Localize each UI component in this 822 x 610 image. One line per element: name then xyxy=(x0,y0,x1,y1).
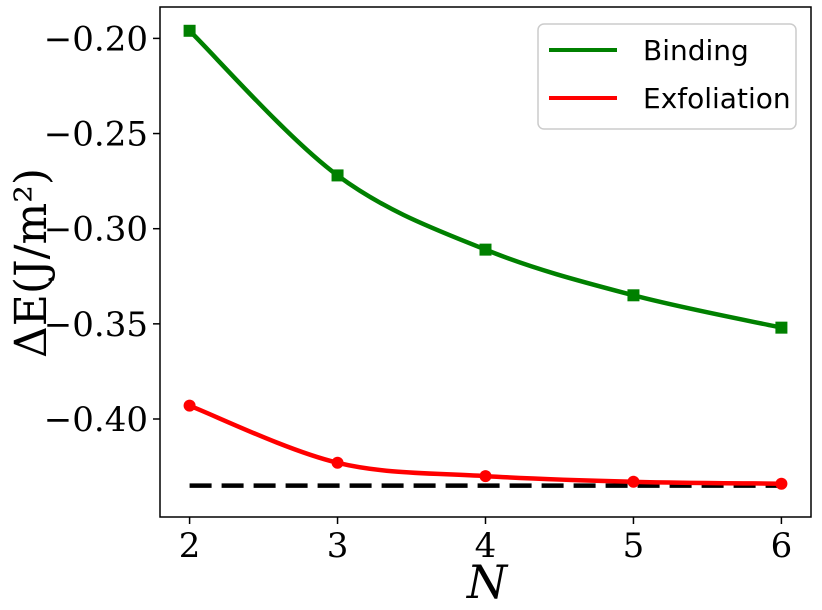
y-tick-label: −0.30 xyxy=(44,210,148,250)
legend-label-binding: Binding xyxy=(643,34,749,67)
x-tick-label: 2 xyxy=(179,526,201,566)
y-tick-label: −0.25 xyxy=(44,115,148,155)
y-tick-label: −0.40 xyxy=(44,400,148,440)
y-tick-label: −0.20 xyxy=(44,19,148,59)
y-axis-ticks: −0.20 −0.25 −0.30 −0.35 −0.40 xyxy=(44,19,160,440)
y-tick-label: −0.35 xyxy=(44,305,148,345)
legend: Binding Exfoliation xyxy=(537,23,797,130)
data-point-binding xyxy=(331,169,344,182)
legend-label-exfoliation: Exfoliation xyxy=(643,82,791,115)
series-layer xyxy=(183,24,788,490)
data-point-exfoliation xyxy=(479,470,492,483)
x-tick-label: 3 xyxy=(327,526,349,566)
data-point-exfoliation xyxy=(775,477,788,490)
data-point-binding xyxy=(775,321,788,334)
data-point-binding xyxy=(627,289,640,302)
data-point-binding xyxy=(183,24,196,37)
x-tick-label: 6 xyxy=(771,526,793,566)
x-tick-label: 4 xyxy=(475,526,497,566)
data-point-exfoliation xyxy=(331,456,344,469)
x-tick-label: 5 xyxy=(623,526,645,566)
data-point-exfoliation xyxy=(183,399,196,412)
x-axis-label: N xyxy=(466,555,509,609)
data-point-binding xyxy=(479,243,492,256)
x-axis-ticks: 2 3 4 5 6 xyxy=(179,517,792,566)
data-point-exfoliation xyxy=(627,475,640,488)
y-axis-label: ΔE(J/m²) xyxy=(6,168,57,358)
